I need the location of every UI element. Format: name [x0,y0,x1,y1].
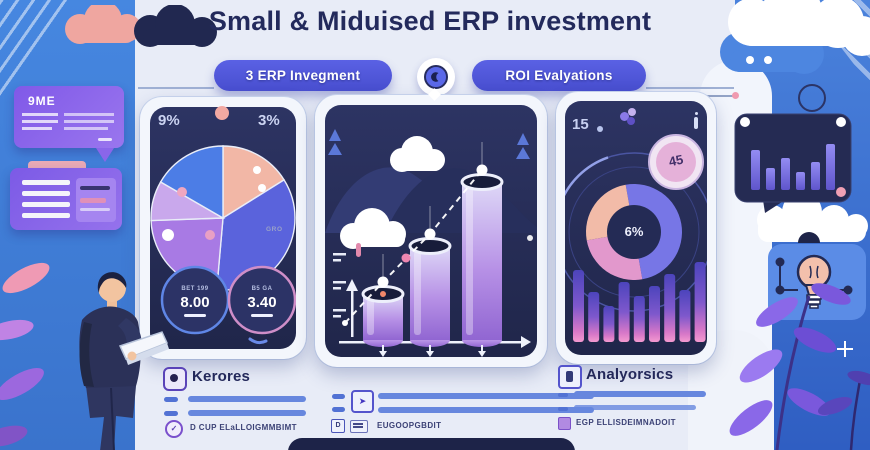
header-rule-right [646,87,734,89]
metric-value: 15 [572,116,589,133]
crescent-icon [431,72,439,82]
list-bar [574,405,696,410]
card-line [64,127,108,130]
card-line [64,113,114,116]
donut-center-label: 6% [624,224,644,239]
folder-card-tab [28,161,86,171]
sme-card-label: 9ME [28,94,56,108]
footer-middle-item: EUGOOPGBDIT [377,421,442,430]
cloud-mid-right [757,202,868,243]
pie-note: GRO [266,226,283,233]
list-dash [164,411,178,416]
card-line [22,191,70,196]
connector-line-right [688,95,736,97]
card-line [22,127,52,130]
list-dash [332,394,345,399]
list-bar [188,396,306,402]
laptop-top-edge [288,438,575,450]
d-square-icon: D [331,419,345,433]
roi-evaluations-pill[interactable]: ROI Evalyations [472,60,646,91]
send-icon: ➤ [351,390,374,413]
list-dash [558,393,568,397]
check-circle-icon: ✓ [165,420,183,438]
pie-top-dot [215,106,229,120]
cluster-icon [620,108,640,126]
list-dash [558,407,568,411]
folder-card [10,168,122,230]
sme-chat-card: 9ME [14,86,124,148]
pie-chart [150,145,296,345]
kerores-icon [163,367,187,391]
card-inner-panel [76,178,116,222]
footer-right-item: EGP ELLISDEIMNADOIT [576,418,676,427]
footer-right-heading: Analyorsics [586,366,674,383]
growth-chart [325,129,537,357]
list-dash [164,397,178,402]
leaves-bottom-right [729,283,870,450]
pie-pct-right: 3% [258,112,280,129]
leaves-bottom-left [0,262,50,447]
circle-outline-decor [798,84,826,112]
clouds-top-left [65,5,217,47]
pill-left-label: 3 ERP Invegment [245,68,361,83]
stat-circle-left: BET 199 8.00 [160,286,230,317]
chat-card-tail [96,148,114,162]
pie-pct-left: 9% [158,112,180,129]
card-line [22,113,58,116]
info-icon [694,112,698,129]
connector-inner-circle [424,65,448,89]
card-line [22,120,58,123]
pill-right-label: ROI Evalyations [505,68,613,83]
card-line [22,202,70,207]
barcode-icon [350,420,368,433]
card-line [64,120,114,123]
page-title: Small & Miduised ERP investment [208,6,652,36]
stat-left-value: 8.00 [180,294,210,311]
bullet-square-icon [558,417,571,430]
card-line [98,138,112,141]
mini-bar-widget [734,113,852,213]
footer-left-heading: Kerores [192,368,251,385]
header-rule-left [138,87,214,89]
stat-right-value: 3.40 [247,294,277,311]
connector-dot-pink [732,92,739,99]
stat-circle-right: B5 GA 3.40 [227,286,297,317]
stat-left-caption: BET 199 [181,286,209,292]
card-line [22,213,70,218]
list-dash [332,407,345,412]
list-bar [574,391,706,397]
footer-left-item: D CUP ELaLLOIGMMBIMT [190,423,297,432]
cloud-top-right [720,0,870,74]
list-bar [378,393,594,399]
erp-investment-pill[interactable]: 3 ERP Invegment [214,60,392,91]
stat-right-caption: B5 GA [251,286,273,292]
businessman-figure [79,272,169,450]
list-bar [188,410,306,416]
donut-equalizer-chart [565,134,707,342]
plus-icon [837,341,853,357]
card-line [22,180,70,185]
analytics-icon [558,365,582,389]
metric-drop-icon [597,126,603,132]
list-bar [378,407,594,413]
